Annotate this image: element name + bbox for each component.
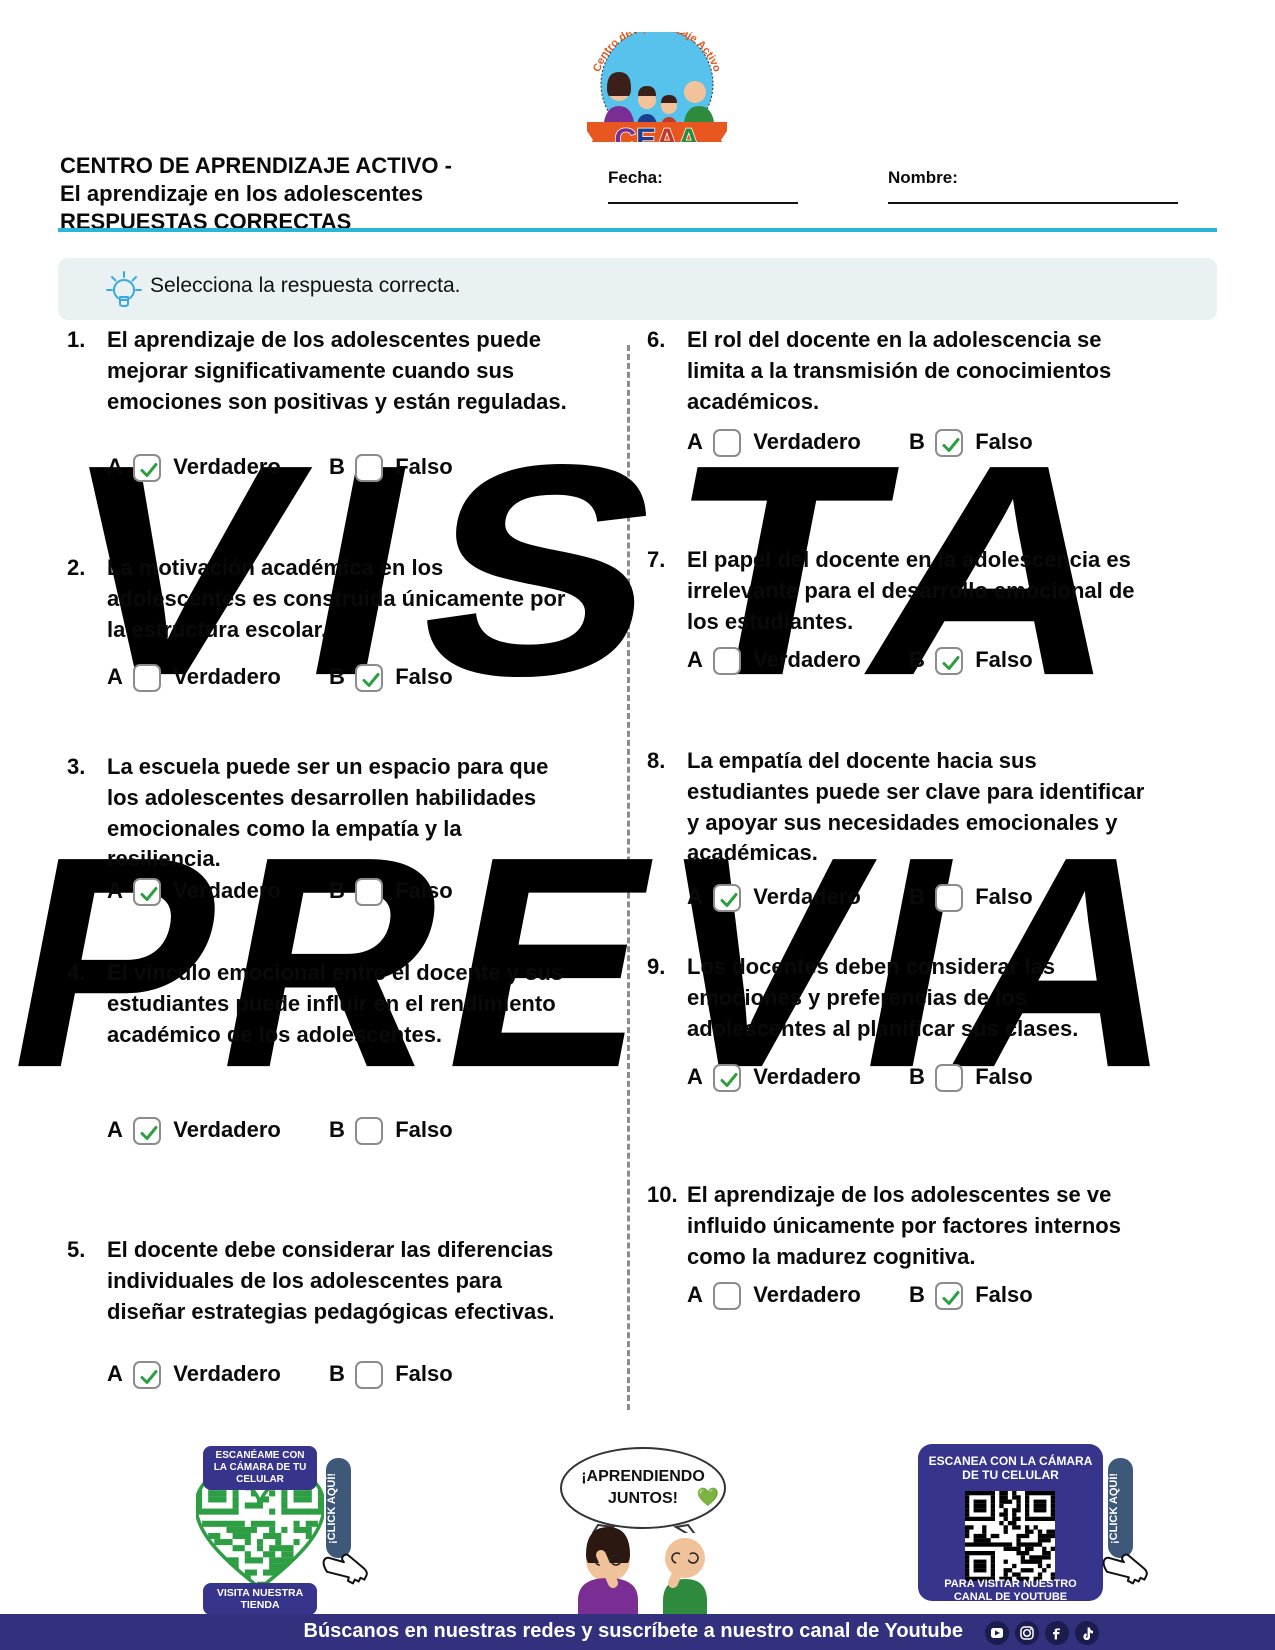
svg-text:💚: 💚 <box>697 1487 720 1507</box>
svg-text:¡APRENDIENDO: ¡APRENDIENDO <box>581 1468 705 1485</box>
svg-text:JUNTOS!: JUNTOS! <box>608 1490 678 1507</box>
svg-text:CEAA: CEAA <box>614 123 699 142</box>
